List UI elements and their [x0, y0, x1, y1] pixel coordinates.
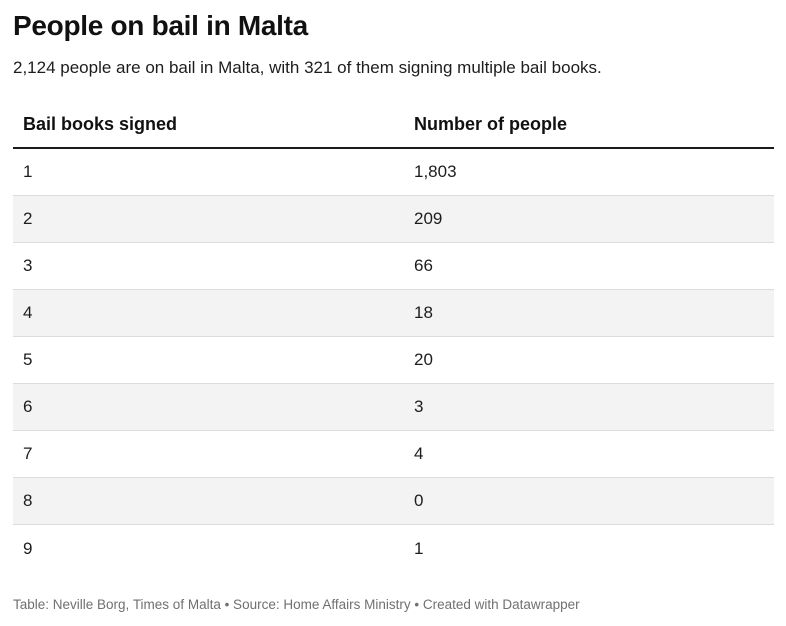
cell-bail-books-signed: 2: [23, 209, 33, 228]
cell-number-of-people: 66: [414, 256, 433, 275]
column-header-bail-books[interactable]: Bail books signed: [23, 114, 178, 134]
cell-number-of-people: 4: [414, 444, 424, 463]
cell-number-of-people: 209: [414, 209, 443, 228]
cell-number-of-people: 3: [414, 397, 424, 416]
data-table: Bail books signed Number of people 1 1,80…: [13, 102, 774, 572]
cell-bail-books-signed: 8: [23, 491, 33, 510]
cell-bail-books-signed: 7: [23, 444, 33, 463]
cell-number-of-people: 0: [414, 491, 424, 510]
table-row: 5 20: [13, 337, 774, 384]
table-row: 3 66: [13, 243, 774, 290]
cell-bail-books-signed: 3: [23, 256, 33, 275]
chart-title: People on bail in Malta: [13, 10, 308, 41]
column-header-number-of-people[interactable]: Number of people: [414, 114, 568, 134]
cell-number-of-people: 18: [414, 303, 433, 322]
cell-bail-books-signed: 9: [23, 538, 33, 558]
cell-bail-books-signed: 6: [23, 397, 33, 416]
source-footer: Table: Neville Borg, Times of Malta • So…: [13, 597, 580, 612]
table-row: 2 209: [13, 196, 774, 243]
cell-bail-books-signed: 4: [23, 303, 33, 322]
cell-bail-books-signed: 5: [23, 350, 33, 369]
table-row: 4 18: [13, 290, 774, 337]
table-row: 1 1,803: [13, 149, 774, 196]
table-header: Bail books signed Number of people: [13, 102, 774, 149]
chart-subtitle: 2,124 people are on bail in Malta, with …: [13, 58, 602, 77]
cell-number-of-people: 1,803: [414, 162, 457, 181]
cell-bail-books-signed: 1: [23, 162, 33, 181]
table-body: 1 1,803 2 209 3 66 4 18 5 20 6 3 7 4 8 0 9 1: [13, 149, 774, 572]
cell-number-of-people: 1: [414, 538, 424, 558]
cell-number-of-people: 20: [414, 350, 433, 369]
